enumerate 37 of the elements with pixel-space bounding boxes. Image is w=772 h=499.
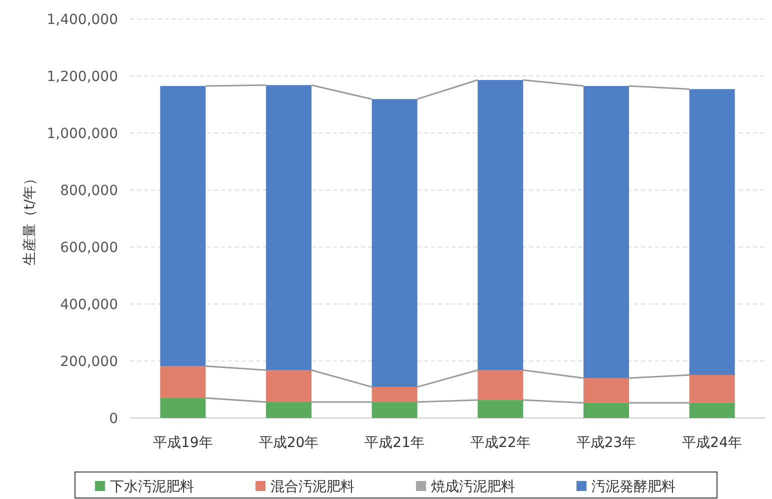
bar bbox=[372, 402, 418, 418]
y-tick-label: 0 bbox=[109, 411, 118, 427]
y-tick-label: 1,400,000 bbox=[46, 12, 118, 28]
bar bbox=[689, 374, 735, 403]
y-tick-label: 1,000,000 bbox=[46, 126, 118, 142]
bar bbox=[160, 86, 206, 366]
bar bbox=[160, 366, 206, 398]
y-tick-label: 200,000 bbox=[60, 354, 118, 370]
x-tick-label: 平成22年 bbox=[470, 435, 530, 451]
bar bbox=[160, 398, 206, 418]
y-tick-label: 400,000 bbox=[60, 297, 118, 313]
bar bbox=[583, 378, 630, 403]
x-tick-label: 平成19年 bbox=[153, 435, 213, 451]
bar bbox=[478, 80, 524, 370]
bar bbox=[478, 370, 524, 400]
bar bbox=[689, 89, 735, 375]
bar bbox=[266, 85, 312, 370]
bar bbox=[372, 99, 418, 387]
bar bbox=[372, 386, 418, 402]
legend-label: 焼成汚泥肥料 bbox=[431, 479, 515, 495]
legend-label: 下水汚泥肥料 bbox=[110, 479, 194, 495]
bar bbox=[583, 86, 630, 378]
x-tick-label: 平成21年 bbox=[364, 435, 424, 451]
bar bbox=[583, 402, 630, 418]
x-tick-label: 平成20年 bbox=[258, 435, 319, 451]
y-axis-title: 生産量（t/年） bbox=[22, 171, 38, 266]
x-tick-label: 平成23年 bbox=[576, 435, 636, 451]
legend-label: 混合汚泥肥料 bbox=[270, 479, 354, 495]
y-tick-label: 800,000 bbox=[60, 183, 118, 199]
legend-label: 汚泥発酵肥料 bbox=[592, 479, 676, 495]
bar bbox=[689, 402, 735, 418]
y-tick-label: 600,000 bbox=[60, 240, 118, 256]
bar bbox=[478, 400, 524, 418]
y-tick-label: 1,200,000 bbox=[46, 69, 118, 85]
bar bbox=[266, 402, 312, 418]
bar bbox=[266, 370, 312, 402]
x-tick-label: 平成24年 bbox=[682, 435, 742, 451]
